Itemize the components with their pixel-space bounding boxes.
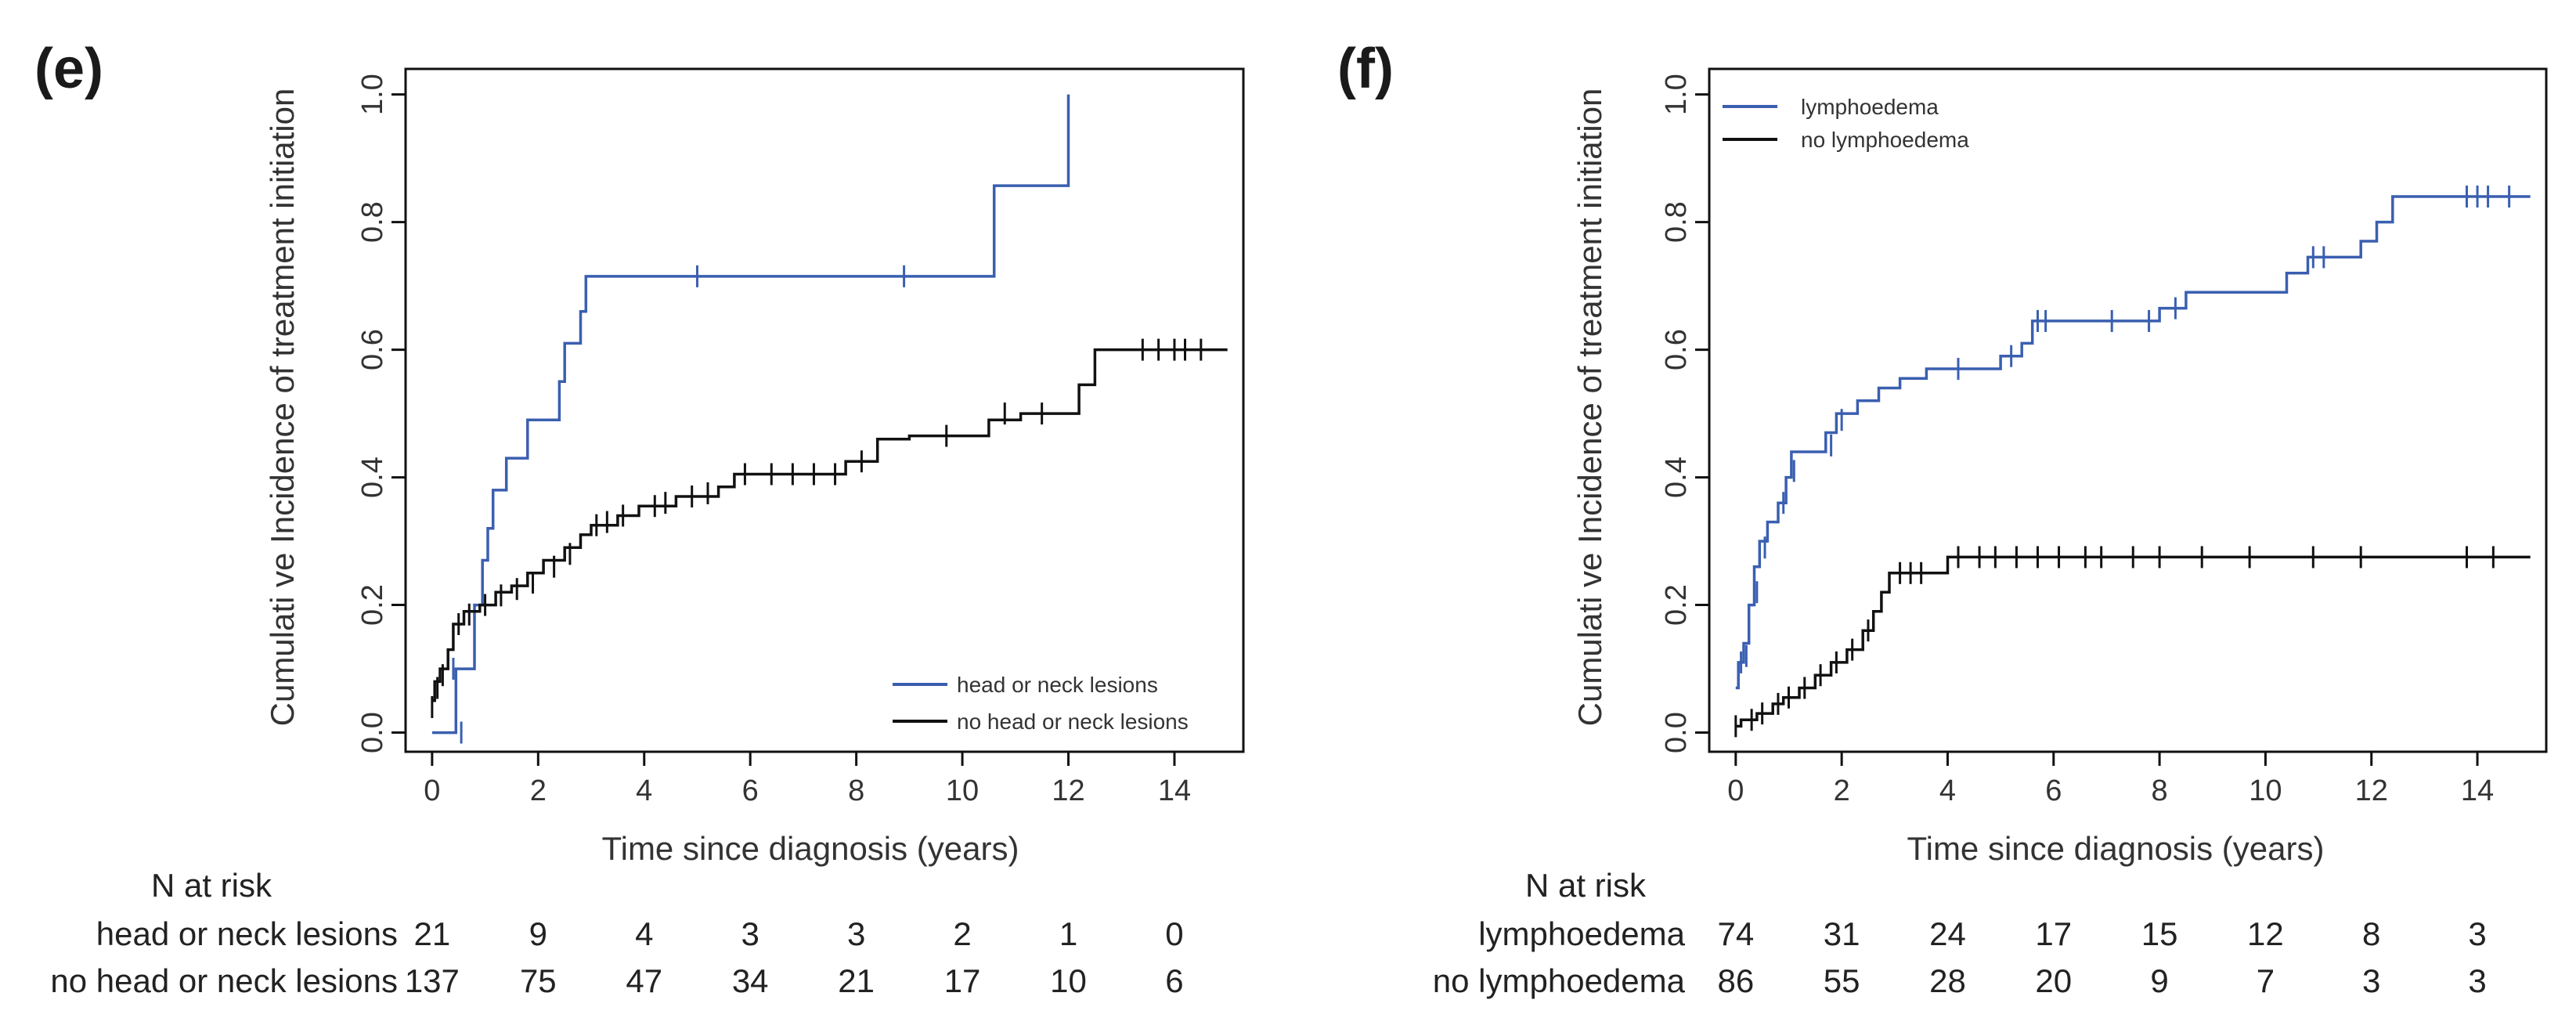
risk-value-e: 2 xyxy=(953,915,971,952)
y-tick-label-e: 0.8 xyxy=(356,201,389,243)
risk-row-label-no-head-neck: no head or neck lesions xyxy=(50,962,398,999)
y-axis-title-f: Cumulati ve Incidence of treatment initi… xyxy=(1571,88,1608,727)
risk-row-label-lymphoedema: lymphoedema xyxy=(1478,915,1685,952)
x-tick-label-e: 8 xyxy=(848,774,864,807)
x-tick-label-e: 6 xyxy=(742,774,759,807)
x-tick-label-e: 4 xyxy=(636,774,652,807)
risk-value-e: 9 xyxy=(529,915,547,952)
panel-e: (e) Cumulati ve Incidence of treatment i… xyxy=(34,38,1245,999)
risk-value-e: 3 xyxy=(847,915,865,952)
risk-value-f: 24 xyxy=(1929,915,1966,952)
risk-value-e: 10 xyxy=(1050,962,1087,999)
panel-label-f: (f) xyxy=(1337,38,1394,100)
risk-value-f: 7 xyxy=(2257,962,2275,999)
risk-value-f: 28 xyxy=(1929,962,1966,999)
risk-row-label-head-neck: head or neck lesions xyxy=(96,915,398,952)
risk-title-f: N at risk xyxy=(1525,867,1647,904)
x-tick-label-f: 0 xyxy=(1727,774,1744,807)
series-line-f-1 xyxy=(1735,555,2531,728)
x-tick-label-e: 12 xyxy=(1052,774,1084,807)
x-tick-label-e: 10 xyxy=(946,774,979,807)
plot-frame-f xyxy=(1708,67,2548,753)
risk-value-f: 20 xyxy=(2035,962,2072,999)
risk-table-f: N at risk lymphoedema no lymphoedema 74 3… xyxy=(1433,867,2487,999)
legend-f: lymphoedema no lymphoedema xyxy=(1723,95,1969,152)
risk-value-e: 75 xyxy=(520,962,557,999)
risk-value-f: 9 xyxy=(2150,962,2168,999)
risk-row-label-no-lymphoedema: no lymphoedema xyxy=(1433,962,1686,999)
risk-table-e: N at risk head or neck lesions no head o… xyxy=(50,867,1183,999)
series-line-e-0 xyxy=(431,94,1070,735)
y-tick-label-f: 0.8 xyxy=(1660,201,1693,243)
risk-value-e: 47 xyxy=(626,962,662,999)
panel-label-e: (e) xyxy=(34,38,103,100)
y-tick-label-f: 0.2 xyxy=(1660,584,1693,626)
risk-value-e: 21 xyxy=(414,915,451,952)
series-line-f-0 xyxy=(1735,195,2531,690)
risk-value-f: 15 xyxy=(2141,915,2178,952)
risk-value-f: 3 xyxy=(2362,962,2380,999)
x-tick-label-f: 10 xyxy=(2249,774,2282,807)
legend-e: head or neck lesions no head or neck les… xyxy=(893,673,1189,734)
x-tick-label-f: 14 xyxy=(2461,774,2494,807)
x-tick-label-f: 2 xyxy=(1834,774,1850,807)
risk-value-e: 34 xyxy=(732,962,769,999)
y-tick-label-f: 0.6 xyxy=(1660,329,1693,370)
plot-frame-e xyxy=(404,67,1245,753)
risk-value-f: 3 xyxy=(2468,962,2486,999)
series-line-e-1 xyxy=(431,348,1228,702)
y-axis-title-e: Cumulati ve Incidence of treatment initi… xyxy=(264,88,301,727)
y-tick-label-e: 0.0 xyxy=(356,712,389,753)
risk-value-e: 3 xyxy=(741,915,759,952)
x-tick-label-e: 14 xyxy=(1158,774,1191,807)
plot-area-e: 0 2 4 6 8 10 12 14 0.0 0.2 0.4 0.6 0.8 1.0 xyxy=(356,67,1245,807)
risk-value-e: 17 xyxy=(944,962,981,999)
x-tick-label-e: 0 xyxy=(424,774,440,807)
y-tick-label-e: 0.2 xyxy=(356,584,389,626)
plot-area-f: 0 2 4 6 8 10 12 14 0.0 0.2 0.4 0.6 0.8 1.0 xyxy=(1660,67,2548,807)
risk-value-e: 21 xyxy=(838,962,875,999)
risk-value-f: 8 xyxy=(2362,915,2380,952)
y-tick-label-f: 0.4 xyxy=(1660,457,1693,498)
y-tick-label-e: 1.0 xyxy=(356,74,389,115)
risk-value-e: 6 xyxy=(1165,962,1183,999)
risk-value-f: 55 xyxy=(1824,962,1860,999)
risk-value-e: 137 xyxy=(405,962,460,999)
risk-values-f: 74 31 24 17 15 12 8 3 86 55 28 20 9 7 3 3 xyxy=(1717,915,2486,999)
risk-value-f: 31 xyxy=(1824,915,1860,952)
risk-value-e: 4 xyxy=(635,915,653,952)
x-tick-label-f: 12 xyxy=(2355,774,2388,807)
y-tick-label-e: 0.6 xyxy=(356,329,389,370)
x-axis-title-e: Time since diagnosis (years) xyxy=(602,830,1019,867)
risk-value-f: 74 xyxy=(1717,915,1754,952)
risk-value-e: 1 xyxy=(1059,915,1077,952)
legend-label-head-neck: head or neck lesions xyxy=(957,673,1158,697)
panel-f: (f) Cumulati ve Incidence of treatment i… xyxy=(1337,38,2548,999)
risk-value-f: 17 xyxy=(2035,915,2072,952)
risk-value-f: 12 xyxy=(2247,915,2284,952)
risk-value-f: 86 xyxy=(1717,962,1754,999)
y-tick-label-f: 0.0 xyxy=(1660,712,1693,753)
y-tick-label-e: 0.4 xyxy=(356,457,389,498)
x-tick-label-e: 2 xyxy=(530,774,547,807)
legend-label-no-lymphoedema: no lymphoedema xyxy=(1801,128,1969,152)
legend-label-lymphoedema: lymphoedema xyxy=(1801,95,1939,119)
x-tick-label-f: 4 xyxy=(1939,774,1956,807)
y-tick-label-f: 1.0 xyxy=(1660,74,1693,115)
x-tick-label-f: 8 xyxy=(2152,774,2168,807)
legend-label-no-head-neck: no head or neck lesions xyxy=(957,709,1189,734)
x-tick-label-f: 6 xyxy=(2045,774,2062,807)
risk-title-e: N at risk xyxy=(151,867,272,904)
risk-value-f: 3 xyxy=(2468,915,2486,952)
risk-value-e: 0 xyxy=(1165,915,1183,952)
x-axis-title-f: Time since diagnosis (years) xyxy=(1907,830,2325,867)
